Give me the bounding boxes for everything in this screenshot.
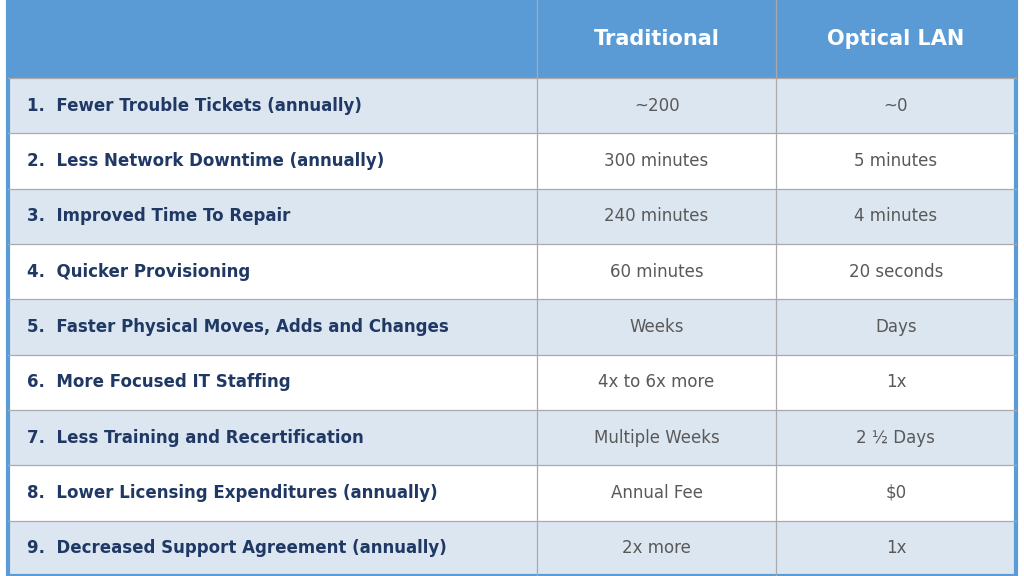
- Bar: [538, 300, 776, 355]
- Bar: [538, 465, 776, 521]
- Bar: [8, 465, 538, 521]
- Text: 5.  Faster Physical Moves, Adds and Changes: 5. Faster Physical Moves, Adds and Chang…: [27, 318, 449, 336]
- Text: 1.  Fewer Trouble Tickets (annually): 1. Fewer Trouble Tickets (annually): [27, 97, 361, 115]
- Bar: [8, 188, 538, 244]
- Text: ~0: ~0: [884, 97, 908, 115]
- Bar: [776, 78, 1016, 133]
- Text: Weeks: Weeks: [630, 318, 684, 336]
- Text: 7.  Less Training and Recertification: 7. Less Training and Recertification: [27, 429, 364, 446]
- Text: Optical LAN: Optical LAN: [827, 29, 965, 49]
- Text: Days: Days: [876, 318, 916, 336]
- Text: 4x to 6x more: 4x to 6x more: [598, 373, 715, 391]
- Bar: [776, 465, 1016, 521]
- Bar: [8, 244, 538, 300]
- Bar: [8, 410, 538, 465]
- Text: 20 seconds: 20 seconds: [849, 263, 943, 281]
- Text: 4.  Quicker Provisioning: 4. Quicker Provisioning: [27, 263, 250, 281]
- Bar: [8, 133, 538, 188]
- Bar: [8, 521, 538, 576]
- Bar: [538, 188, 776, 244]
- Bar: [8, 0, 538, 78]
- Text: ~200: ~200: [634, 97, 679, 115]
- Text: 8.  Lower Licensing Expenditures (annually): 8. Lower Licensing Expenditures (annuall…: [27, 484, 437, 502]
- Bar: [538, 521, 776, 576]
- Text: 2x more: 2x more: [623, 539, 691, 558]
- Text: 9.  Decreased Support Agreement (annually): 9. Decreased Support Agreement (annually…: [27, 539, 446, 558]
- Text: 2.  Less Network Downtime (annually): 2. Less Network Downtime (annually): [27, 152, 384, 170]
- Bar: [538, 410, 776, 465]
- Bar: [8, 78, 538, 133]
- Text: Annual Fee: Annual Fee: [610, 484, 702, 502]
- Text: 6.  More Focused IT Staffing: 6. More Focused IT Staffing: [27, 373, 290, 391]
- Bar: [776, 300, 1016, 355]
- Text: 1x: 1x: [886, 539, 906, 558]
- Bar: [8, 300, 538, 355]
- Bar: [538, 133, 776, 188]
- Text: 2 ½ Days: 2 ½ Days: [856, 429, 935, 446]
- Text: 3.  Improved Time To Repair: 3. Improved Time To Repair: [27, 207, 290, 225]
- Bar: [776, 188, 1016, 244]
- Text: Multiple Weeks: Multiple Weeks: [594, 429, 720, 446]
- Bar: [8, 355, 538, 410]
- Text: 240 minutes: 240 minutes: [604, 207, 709, 225]
- Bar: [538, 78, 776, 133]
- Text: Traditional: Traditional: [594, 29, 720, 49]
- Text: 1x: 1x: [886, 373, 906, 391]
- Text: 300 minutes: 300 minutes: [604, 152, 709, 170]
- Bar: [538, 355, 776, 410]
- Bar: [776, 244, 1016, 300]
- Bar: [538, 244, 776, 300]
- Text: $0: $0: [886, 484, 906, 502]
- Bar: [776, 410, 1016, 465]
- Text: 4 minutes: 4 minutes: [854, 207, 937, 225]
- Bar: [776, 355, 1016, 410]
- Text: 60 minutes: 60 minutes: [609, 263, 703, 281]
- Text: 5 minutes: 5 minutes: [854, 152, 937, 170]
- Bar: [538, 0, 776, 78]
- Bar: [776, 0, 1016, 78]
- Bar: [776, 521, 1016, 576]
- Bar: [776, 133, 1016, 188]
